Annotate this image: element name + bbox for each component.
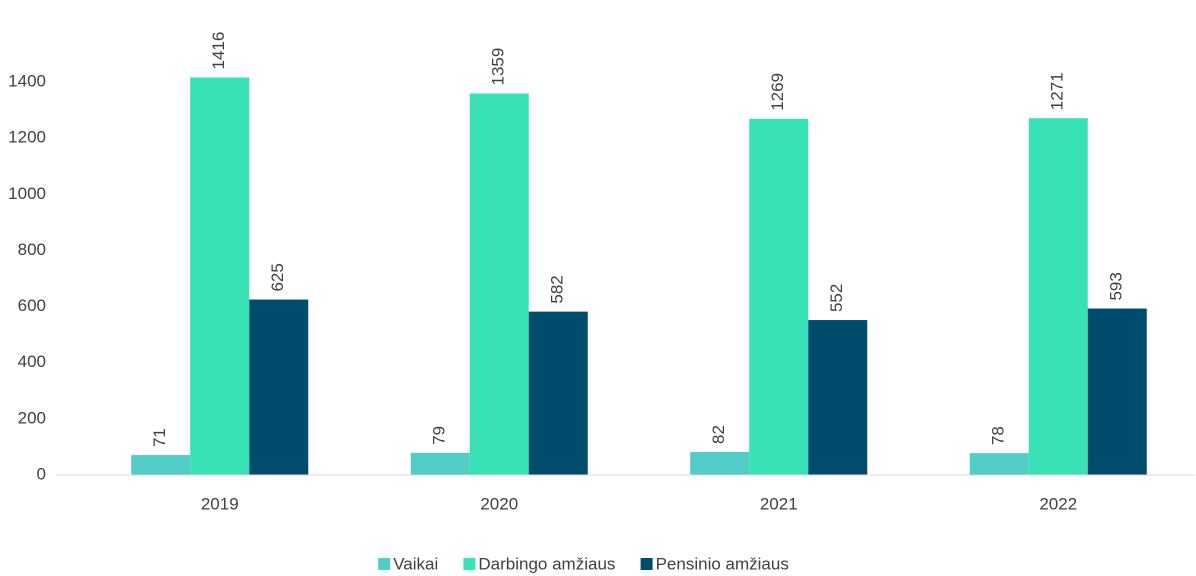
legend-swatch [640,558,653,570]
bar [808,320,868,475]
bar [1028,118,1088,475]
bar [749,118,809,476]
bar [528,311,588,475]
bar [410,452,470,475]
y-tick-label: 1400 [8,71,46,90]
y-tick-label: 800 [18,240,46,259]
bar [969,453,1029,475]
y-tick-label: 200 [18,408,46,427]
bar [131,455,191,475]
bar [249,299,309,475]
legend-swatch [463,558,476,570]
x-tick-label: 2020 [480,494,518,513]
data-label: 1416 [209,32,228,70]
data-label: 78 [989,426,1008,445]
y-tick-label: 1000 [8,184,46,203]
bar [1087,308,1147,475]
bar [190,77,250,475]
legend-label: Darbingo amžiaus [478,554,615,573]
data-label: 1269 [768,73,787,111]
data-label: 79 [430,426,449,445]
data-label: 625 [268,263,287,291]
y-tick-label: 600 [18,296,46,315]
data-label: 1271 [1048,72,1067,110]
data-label: 593 [1107,272,1126,300]
x-tick-label: 2021 [760,494,798,513]
legend-label: Pensinio amžiaus [656,554,789,573]
y-tick-label: 400 [18,352,46,371]
y-tick-label: 1200 [8,128,46,147]
data-label: 552 [827,284,846,312]
data-label: 82 [709,425,728,444]
data-label: 582 [548,275,567,303]
bar [690,451,750,475]
y-tick-label: 0 [37,464,46,483]
data-label: 1359 [489,48,508,86]
legend-swatch [378,558,391,570]
legend-label: Vaikai [393,554,438,573]
bar [469,93,529,476]
x-tick-label: 2022 [1039,494,1077,513]
x-tick-label: 2019 [201,494,239,513]
data-label: 71 [150,428,169,447]
